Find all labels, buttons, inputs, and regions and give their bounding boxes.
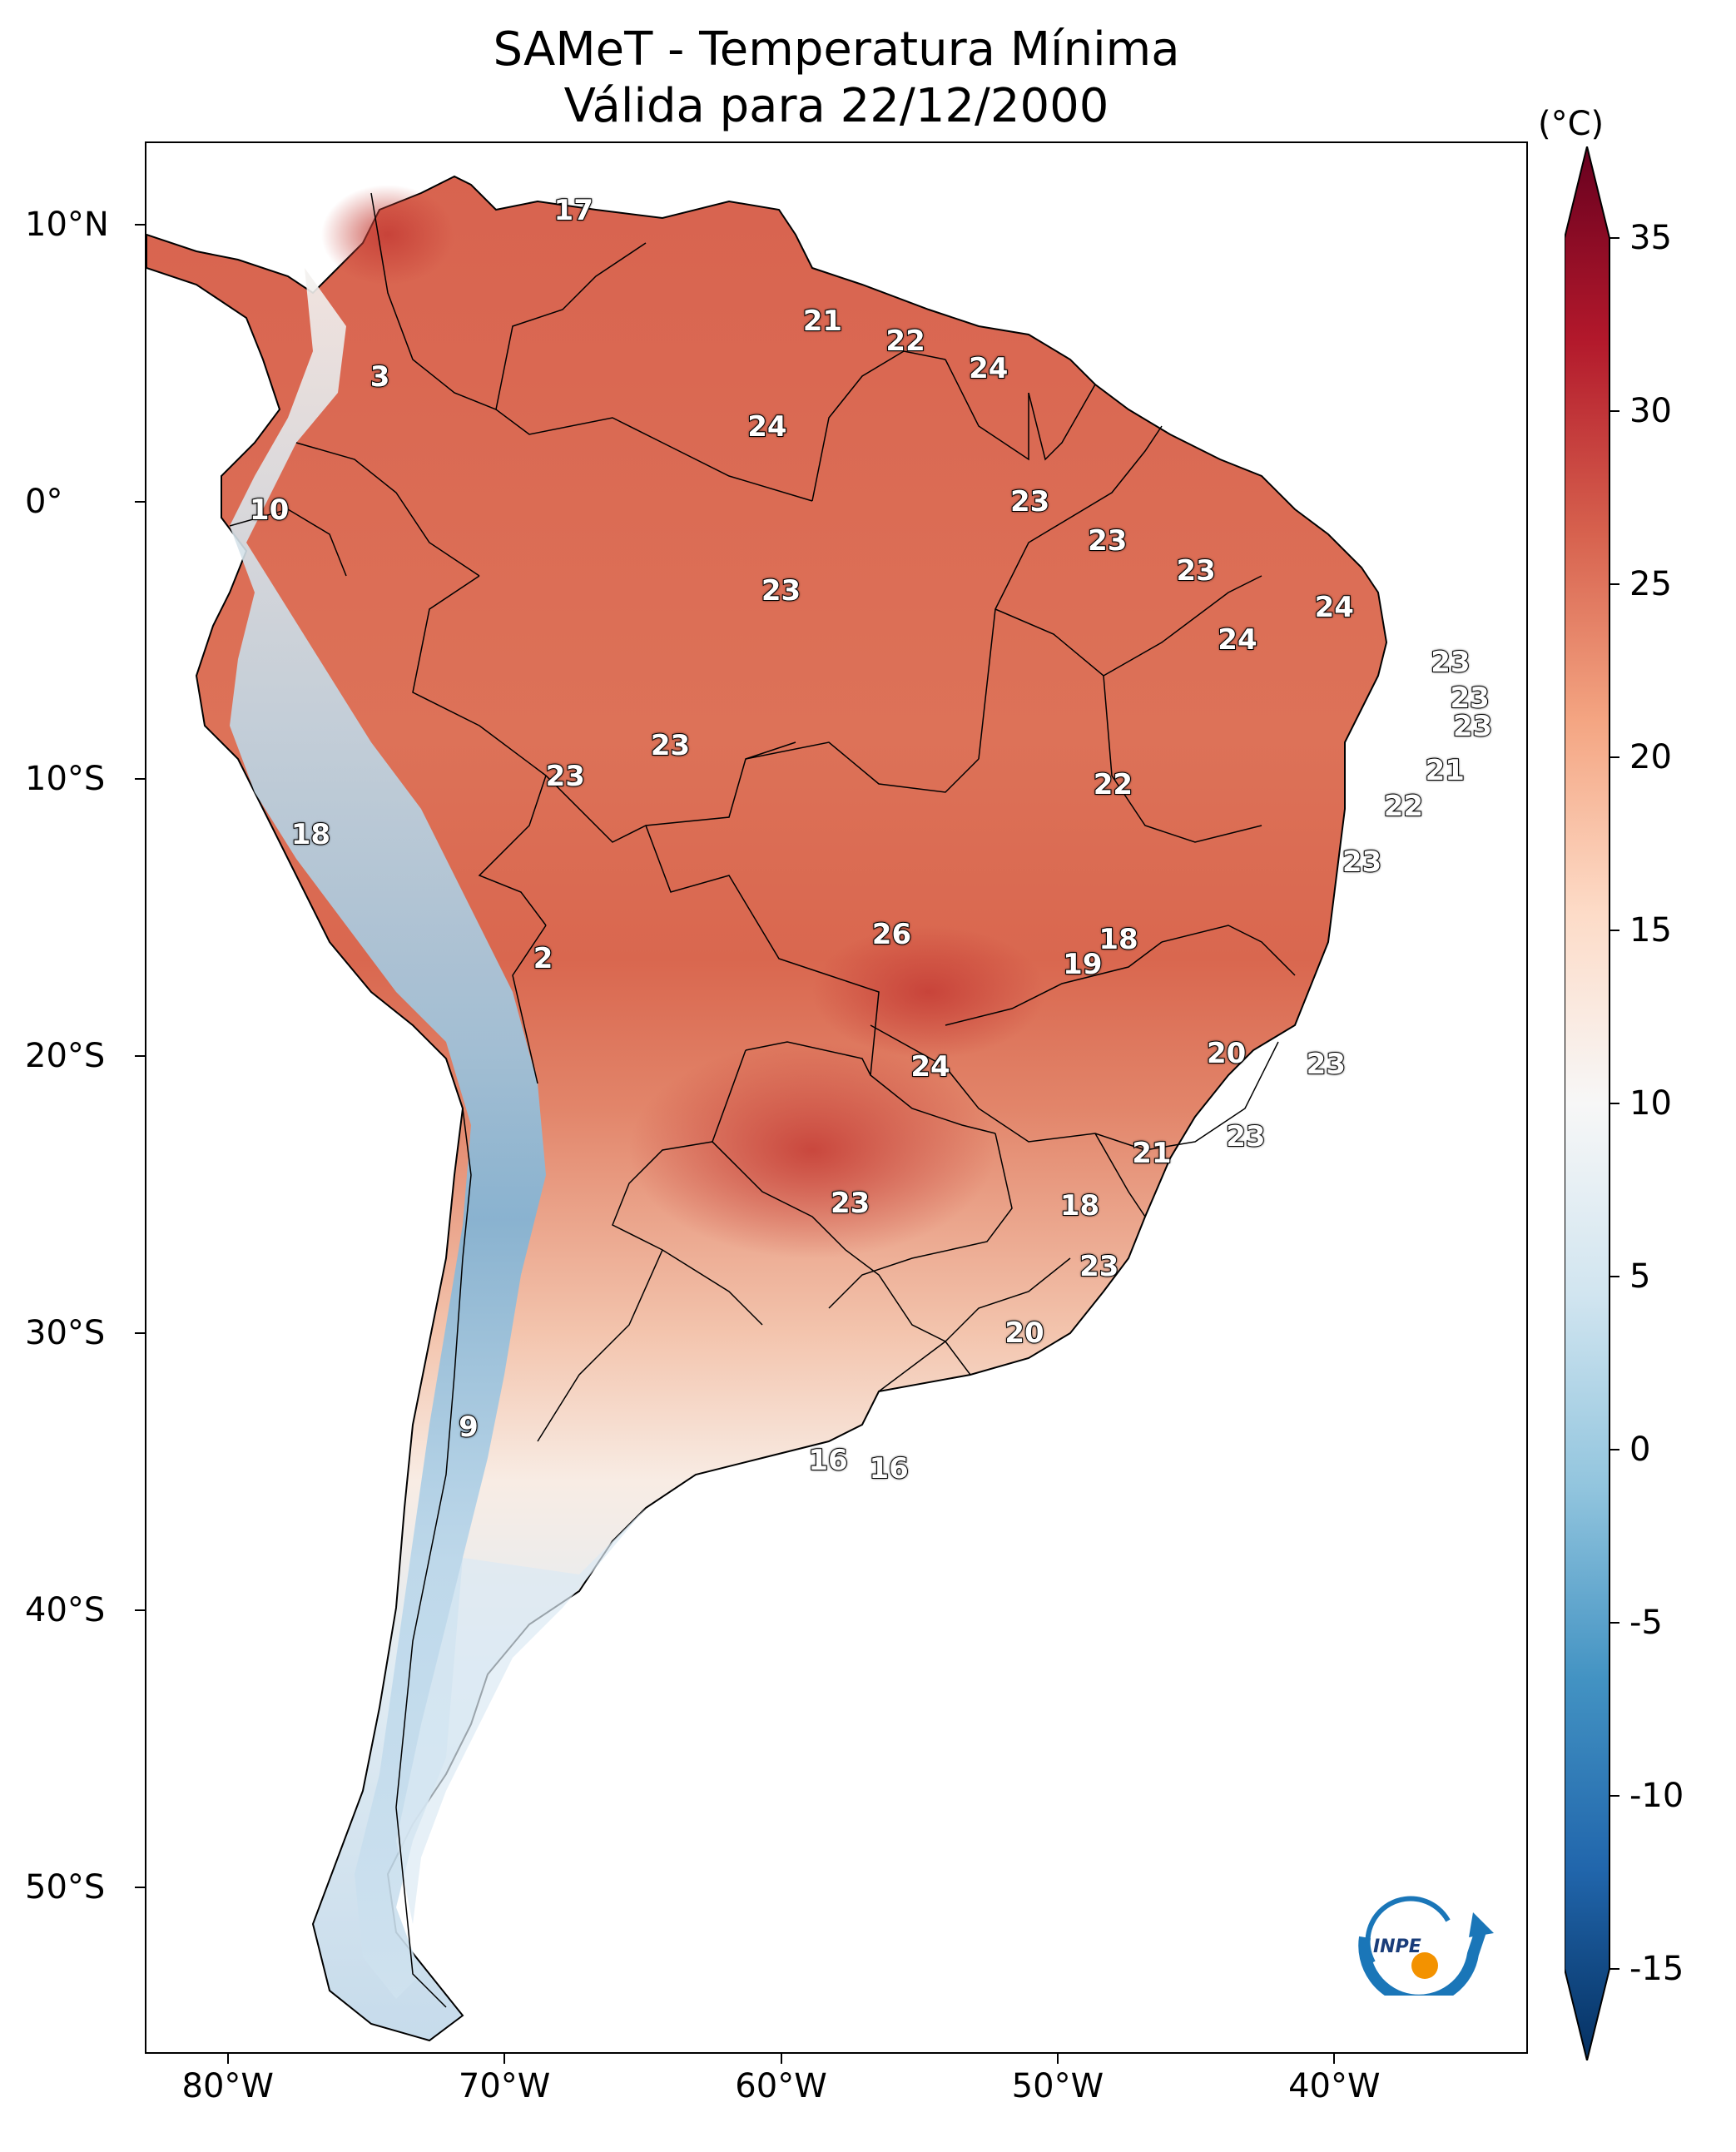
lon-tick-label: 60°W (735, 2067, 827, 2105)
temperature-value-label: 16 (807, 1443, 848, 1478)
south-america-map (146, 175, 1388, 2042)
temperature-value-label: 24 (1217, 622, 1257, 657)
inpe-logo: INPE (1358, 1896, 1494, 1996)
colorbar-tick-label: 15 (1629, 911, 1672, 950)
lat-tick-mark (135, 1609, 145, 1612)
temperature-value-label: 21 (802, 304, 843, 339)
temperature-value-label: 23 (1430, 645, 1471, 680)
lat-tick-label: 10°N (25, 205, 109, 244)
temperature-value-label: 21 (1425, 753, 1466, 788)
lon-tick-mark (1056, 2054, 1059, 2064)
colorbar-tick-label: 25 (1629, 565, 1672, 603)
lat-tick-label: 30°S (25, 1314, 106, 1353)
temperature-value-label: 16 (868, 1451, 909, 1486)
temperature-value-label: 23 (545, 759, 586, 794)
colorbar-fill (1565, 146, 1610, 2060)
map-frame (145, 141, 1528, 2054)
temperature-value-label: 18 (1059, 1188, 1100, 1223)
lat-tick-label: 0° (25, 482, 63, 521)
temperature-value-label: 23 (761, 573, 801, 608)
lat-tick-mark (135, 1887, 145, 1889)
temperature-value-label: 26 (871, 917, 912, 952)
temperature-value-label: 23 (1450, 681, 1490, 716)
lon-tick-mark (226, 2054, 229, 2064)
lat-tick-mark (135, 223, 145, 226)
svg-text:INPE: INPE (1373, 1936, 1421, 1957)
lon-tick-label: 40°W (1288, 2067, 1381, 2105)
lon-tick-mark (780, 2054, 782, 2064)
temperature-value-label: 9 (458, 1410, 479, 1445)
lat-tick-mark (135, 500, 145, 503)
lat-tick-mark (135, 1055, 145, 1058)
temperature-value-label: 23 (1452, 709, 1493, 744)
lat-tick-label: 40°S (25, 1591, 106, 1630)
temperature-value-label: 24 (746, 409, 787, 444)
temperature-value-label: 20 (1206, 1036, 1247, 1071)
temperature-value-label: 24 (910, 1049, 950, 1084)
colorbar (1565, 146, 1619, 2060)
temperature-value-label: 23 (1079, 1249, 1119, 1284)
colorbar-tick-label: 30 (1629, 392, 1672, 430)
colorbar-tick-label: 35 (1629, 219, 1672, 257)
lon-tick-mark (503, 2054, 506, 2064)
colorbar-tick-label: 0 (1629, 1431, 1651, 1469)
temperature-value-label: 23 (1225, 1119, 1266, 1154)
lat-tick-mark (135, 1332, 145, 1335)
lat-tick-label: 50°S (25, 1868, 106, 1907)
lat-tick-label: 10°S (25, 760, 106, 798)
temperature-value-label: 23 (830, 1186, 870, 1221)
temperature-value-label: 18 (290, 817, 331, 852)
colorbar-tick-label: 20 (1629, 738, 1672, 776)
temperature-value-label: 19 (1062, 947, 1103, 982)
temperature-value-label: 20 (1004, 1316, 1044, 1351)
map-subtitle: Válida para 22/12/2000 (563, 79, 1109, 133)
temperature-value-label: 2 (533, 941, 554, 976)
andes-cold-band (230, 268, 546, 1999)
temperature-value-label: 18 (1098, 922, 1138, 957)
temperature-value-label: 22 (885, 324, 925, 359)
temperature-value-label: 10 (249, 493, 290, 528)
temperature-value-label: 23 (650, 728, 691, 763)
colorbar-tick-label: -5 (1629, 1604, 1663, 1642)
colorbar-unit-label: (°C) (1538, 105, 1605, 143)
temperature-value-label: 17 (553, 193, 594, 228)
lon-tick-label: 50°W (1011, 2067, 1104, 2105)
temperature-value-label: 23 (1342, 845, 1382, 880)
temperature-value-label: 23 (1087, 523, 1128, 558)
colorbar-tick-label: -15 (1629, 1950, 1684, 1988)
lat-tick-label: 20°S (25, 1037, 106, 1076)
colorbar-tick-label: -10 (1629, 1777, 1684, 1815)
lon-tick-label: 70°W (458, 2067, 551, 2105)
temperature-value-label: 24 (968, 351, 1009, 386)
temperature-value-label: 3 (370, 359, 391, 394)
country-borders (229, 192, 1296, 2008)
temperature-value-label: 24 (1314, 590, 1355, 625)
temperature-value-label: 23 (1306, 1047, 1347, 1082)
temperature-value-label: 23 (1009, 484, 1050, 519)
lon-tick-mark (1333, 2054, 1336, 2064)
map-title: SAMeT - Temperatura Mínima (493, 22, 1180, 77)
lon-tick-label: 80°W (181, 2067, 274, 2105)
temperature-value-label: 21 (1131, 1136, 1172, 1171)
colorbar-tick-label: 5 (1629, 1257, 1651, 1296)
colorbar-tick-label: 10 (1629, 1084, 1672, 1123)
temperature-value-label: 23 (1175, 553, 1216, 588)
lat-tick-mark (135, 778, 145, 780)
temperature-value-label: 22 (1383, 789, 1424, 824)
patagonia-pale-area (396, 1508, 646, 1924)
temperature-value-label: 22 (1093, 767, 1133, 802)
